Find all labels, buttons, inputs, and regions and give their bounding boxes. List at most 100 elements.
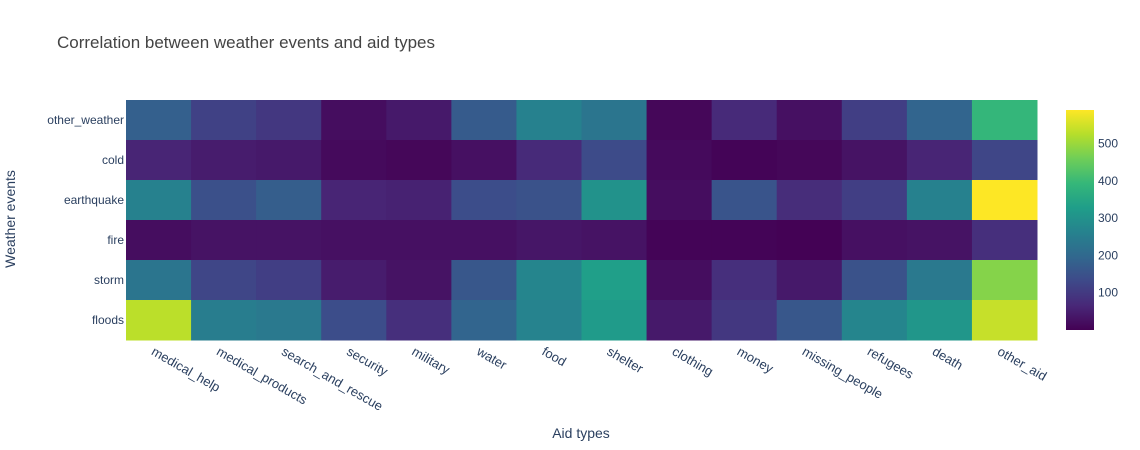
heatmap-cell-storm-water[interactable] — [451, 260, 517, 301]
heatmap-cell-other_weather-water[interactable] — [451, 100, 517, 141]
heatmap-cell-storm-clothing[interactable] — [646, 260, 713, 301]
x-tick-label: medical_help — [149, 344, 223, 395]
heatmap-cell-cold-shelter[interactable] — [581, 140, 648, 181]
heatmap-cell-earthquake-clothing[interactable] — [646, 180, 713, 221]
heatmap-cell-floods-refugees[interactable] — [841, 300, 908, 341]
heatmap-cell-other_weather-death[interactable] — [906, 100, 973, 141]
heatmap-cell-cold-clothing[interactable] — [646, 140, 713, 181]
heatmap-cell-earthquake-medical_products[interactable] — [191, 180, 257, 221]
colorbar: 100 200 300 400 500 — [1066, 110, 1118, 330]
heatmap-cell-fire-military[interactable] — [386, 220, 452, 261]
heatmap-cell-other_weather-medical_help[interactable] — [126, 100, 192, 141]
heatmap-cell-other_weather-search_and_rescue[interactable] — [256, 100, 322, 141]
heatmap-cell-fire-missing_people[interactable] — [776, 220, 843, 261]
heatmap-cell-storm-food[interactable] — [516, 260, 582, 301]
heatmap-cell-cold-other_aid[interactable] — [971, 140, 1038, 181]
heatmap-cell-cold-water[interactable] — [451, 140, 517, 181]
colorbar-gradient — [1066, 110, 1094, 330]
heatmap-cell-floods-death[interactable] — [906, 300, 973, 341]
heatmap-cell-fire-clothing[interactable] — [646, 220, 713, 261]
heatmap-cell-earthquake-missing_people[interactable] — [776, 180, 843, 221]
heatmap-cell-fire-shelter[interactable] — [581, 220, 648, 261]
chart-title: Correlation between weather events and a… — [57, 33, 436, 52]
heatmap-cell-floods-water[interactable] — [451, 300, 517, 341]
heatmap-cell-floods-other_aid[interactable] — [971, 300, 1038, 341]
heatmap-cell-floods-military[interactable] — [386, 300, 452, 341]
heatmap-cell-fire-money[interactable] — [711, 220, 778, 261]
heatmap-cell-earthquake-refugees[interactable] — [841, 180, 908, 221]
y-tick-label: floods — [92, 313, 124, 327]
heatmap-cell-earthquake-other_aid[interactable] — [971, 180, 1038, 221]
heatmap-cell-fire-search_and_rescue[interactable] — [256, 220, 322, 261]
heatmap-cell-floods-money[interactable] — [711, 300, 778, 341]
heatmap-cell-other_weather-clothing[interactable] — [646, 100, 713, 141]
heatmap-cell-earthquake-water[interactable] — [451, 180, 517, 221]
heatmap-cell-cold-food[interactable] — [516, 140, 582, 181]
heatmap-cell-storm-missing_people[interactable] — [776, 260, 843, 301]
x-tick-label: shelter — [605, 344, 647, 377]
heatmap-cell-cold-medical_products[interactable] — [191, 140, 257, 181]
x-tick-label: money — [735, 344, 777, 377]
heatmap-cell-earthquake-food[interactable] — [516, 180, 582, 221]
colorbar-tick-label: 100 — [1098, 286, 1118, 300]
heatmap-cell-fire-medical_products[interactable] — [191, 220, 257, 261]
x-tick-label: military — [409, 344, 453, 378]
heatmap-cell-cold-medical_help[interactable] — [126, 140, 192, 181]
heatmap-cell-fire-death[interactable] — [906, 220, 973, 261]
heatmap-cell-other_weather-security[interactable] — [321, 100, 387, 141]
heatmap-cell-earthquake-search_and_rescue[interactable] — [256, 180, 322, 221]
heatmap-cell-other_weather-military[interactable] — [386, 100, 452, 141]
heatmap-cell-other_weather-refugees[interactable] — [841, 100, 908, 141]
heatmap-cell-storm-money[interactable] — [711, 260, 778, 301]
heatmap-cell-earthquake-security[interactable] — [321, 180, 387, 221]
heatmap-cell-earthquake-shelter[interactable] — [581, 180, 648, 221]
y-tick-label: cold — [102, 153, 124, 167]
heatmap-cell-fire-refugees[interactable] — [841, 220, 908, 261]
heatmap-cell-earthquake-death[interactable] — [906, 180, 973, 221]
heatmap-cell-other_weather-other_aid[interactable] — [971, 100, 1038, 141]
heatmap-cell-cold-military[interactable] — [386, 140, 452, 181]
y-tick-label: storm — [94, 273, 124, 287]
heatmap-cell-floods-medical_products[interactable] — [191, 300, 257, 341]
heatmap-cell-storm-medical_help[interactable] — [126, 260, 192, 301]
x-axis-title: Aid types — [552, 425, 610, 441]
heatmap-cell-cold-missing_people[interactable] — [776, 140, 843, 181]
heatmap-cell-storm-other_aid[interactable] — [971, 260, 1038, 301]
heatmap-cell-storm-security[interactable] — [321, 260, 387, 301]
heatmap-cell-floods-food[interactable] — [516, 300, 582, 341]
heatmap-cell-floods-missing_people[interactable] — [776, 300, 843, 341]
heatmap-cell-earthquake-medical_help[interactable] — [126, 180, 192, 221]
heatmap-cell-floods-search_and_rescue[interactable] — [256, 300, 322, 341]
heatmap-cell-storm-military[interactable] — [386, 260, 452, 301]
x-tick-label: death — [930, 344, 966, 373]
heatmap-cell-storm-shelter[interactable] — [581, 260, 648, 301]
heatmap-cell-fire-security[interactable] — [321, 220, 387, 261]
heatmap-cell-fire-water[interactable] — [451, 220, 517, 261]
heatmap-cell-other_weather-money[interactable] — [711, 100, 778, 141]
heatmap-cell-floods-shelter[interactable] — [581, 300, 648, 341]
heatmap-cell-floods-clothing[interactable] — [646, 300, 713, 341]
heatmap-cell-cold-money[interactable] — [711, 140, 778, 181]
heatmap-cell-other_weather-food[interactable] — [516, 100, 582, 141]
heatmap-cell-cold-security[interactable] — [321, 140, 387, 181]
heatmap-cell-cold-refugees[interactable] — [841, 140, 908, 181]
heatmap-cell-cold-search_and_rescue[interactable] — [256, 140, 322, 181]
heatmap-cell-earthquake-military[interactable] — [386, 180, 452, 221]
heatmap-cell-storm-search_and_rescue[interactable] — [256, 260, 322, 301]
x-tick-label: food — [539, 344, 568, 370]
heatmap-cell-fire-other_aid[interactable] — [971, 220, 1038, 261]
heatmap-cell-other_weather-missing_people[interactable] — [776, 100, 843, 141]
heatmap-cell-other_weather-medical_products[interactable] — [191, 100, 257, 141]
heatmap-cell-floods-medical_help[interactable] — [126, 300, 192, 341]
heatmap-cell-storm-refugees[interactable] — [841, 260, 908, 301]
heatmap-cell-floods-security[interactable] — [321, 300, 387, 341]
heatmap-cell-earthquake-money[interactable] — [711, 180, 778, 221]
heatmap-cell-fire-food[interactable] — [516, 220, 582, 261]
heatmap-cell-storm-death[interactable] — [906, 260, 973, 301]
heatmap-cell-other_weather-shelter[interactable] — [581, 100, 648, 141]
heatmap-cell-fire-medical_help[interactable] — [126, 220, 192, 261]
heatmap-cell-cold-death[interactable] — [906, 140, 973, 181]
heatmap-cell-storm-medical_products[interactable] — [191, 260, 257, 301]
x-tick-label: security — [344, 344, 391, 380]
